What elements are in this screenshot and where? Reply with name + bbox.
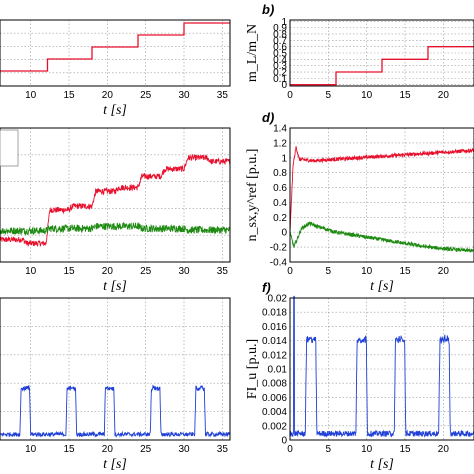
y-tick-label: 0.7 [273, 36, 287, 47]
y-tick-label: 0.018 [262, 308, 287, 319]
y-tick-label: 0.004 [262, 407, 287, 418]
x-tick-label: 10 [361, 90, 373, 101]
y-tick-label: 0.5 [273, 49, 287, 60]
x-tick-label: 20 [438, 266, 450, 277]
y-tick-label: 0.2 [273, 213, 287, 224]
x-tick-label: 35 [217, 444, 229, 455]
y-tick-label: 0.1 [273, 74, 287, 85]
series-line [0, 153, 231, 247]
y-axis-label: m_L/m_N [245, 24, 260, 82]
y-tick-label: 0.006 [262, 393, 287, 404]
y-tick-label: 0.3 [273, 61, 287, 72]
series-line [0, 221, 230, 236]
axes-frame [0, 19, 231, 87]
y-tick-label: 0 [281, 228, 287, 239]
y-tick-label: 0.2 [273, 68, 287, 79]
axes-frame [0, 127, 231, 263]
x-tick-label: 15 [63, 90, 75, 101]
x-axis-label: t [s] [370, 279, 394, 294]
x-tick-label: 15 [63, 444, 75, 455]
y-tick-label: 0.9 [273, 23, 287, 34]
x-axis-label: t [s] [103, 457, 127, 472]
x-tick-label: 20 [438, 444, 450, 455]
series-line [289, 295, 474, 438]
axes-frame [289, 297, 474, 441]
y-axis-label: FI_u [p.u.] [245, 339, 260, 399]
x-tick-label: 15 [399, 266, 411, 277]
x-tick-label: 25 [140, 90, 152, 101]
x-tick-label: 30 [178, 90, 190, 101]
x-tick-label: 30 [178, 266, 190, 277]
x-tick-label: 0 [287, 444, 293, 455]
axes-frame [289, 127, 474, 263]
x-tick-label: 35 [217, 90, 229, 101]
x-tick-label: 10 [25, 444, 37, 455]
x-tick-label: 20 [102, 266, 114, 277]
x-tick-label: 5 [326, 90, 332, 101]
panel-label: f) [262, 280, 271, 295]
y-tick-label: 1 [281, 17, 287, 28]
y-tick-label: -0.4 [270, 258, 288, 269]
x-tick-label: 10 [25, 90, 37, 101]
series-line [0, 22, 230, 72]
series-line [289, 221, 474, 253]
x-tick-label: 5 [326, 266, 332, 277]
y-tick-label: 0.02 [268, 294, 288, 305]
x-tick-label: 20 [438, 90, 450, 101]
x-tick-label: 15 [63, 266, 75, 277]
y-tick-label: 0.6 [273, 183, 287, 194]
x-axis-label: t [s] [103, 103, 127, 118]
x-tick-label: 10 [361, 266, 373, 277]
axes-frame [0, 297, 231, 441]
x-tick-label: 15 [399, 90, 411, 101]
y-tick-label: 0.4 [273, 55, 287, 66]
x-tick-label: 25 [140, 444, 152, 455]
y-tick-label: 0.002 [262, 421, 287, 432]
x-tick-label: 10 [25, 266, 37, 277]
y-tick-label: 0 [281, 436, 287, 447]
x-axis-label: t [s] [103, 279, 127, 294]
x-axis-label: t [s] [370, 457, 394, 472]
x-tick-label: 20 [102, 444, 114, 455]
y-tick-label: 0.4 [273, 198, 287, 209]
series-line [289, 146, 474, 232]
x-tick-label: 10 [361, 444, 373, 455]
y-tick-label: 1.2 [273, 138, 287, 149]
series-line [290, 46, 474, 86]
x-tick-label: 0 [287, 90, 293, 101]
x-tick-label: 20 [102, 90, 114, 101]
y-tick-label: 0.6 [273, 42, 287, 53]
y-tick-label: -0.2 [270, 243, 288, 254]
y-tick-label: 0.016 [262, 322, 287, 333]
y-tick-label: 1 [281, 153, 287, 164]
y-tick-label: 0.014 [262, 336, 287, 347]
y-tick-label: 1.4 [273, 124, 287, 135]
x-tick-label: 30 [178, 444, 190, 455]
x-tick-label: 35 [217, 266, 229, 277]
panel-label: d) [262, 110, 274, 125]
y-tick-label: 0 [281, 80, 287, 91]
x-tick-label: 15 [399, 444, 411, 455]
legend-box [0, 129, 19, 167]
y-tick-label: 0.008 [262, 379, 287, 390]
x-tick-label: 5 [326, 444, 332, 455]
panel-label: b) [262, 2, 274, 17]
y-tick-label: 0.8 [273, 168, 287, 179]
axes-frame [289, 19, 474, 87]
x-tick-label: 25 [140, 266, 152, 277]
y-tick-label: 0.8 [273, 29, 287, 40]
y-tick-label: 0.01 [268, 365, 288, 376]
series-line [0, 384, 231, 439]
x-tick-label: 0 [287, 266, 293, 277]
y-axis-label: n_sx,y^ref [p.u.] [245, 149, 260, 242]
y-tick-label: 0.012 [262, 350, 287, 361]
